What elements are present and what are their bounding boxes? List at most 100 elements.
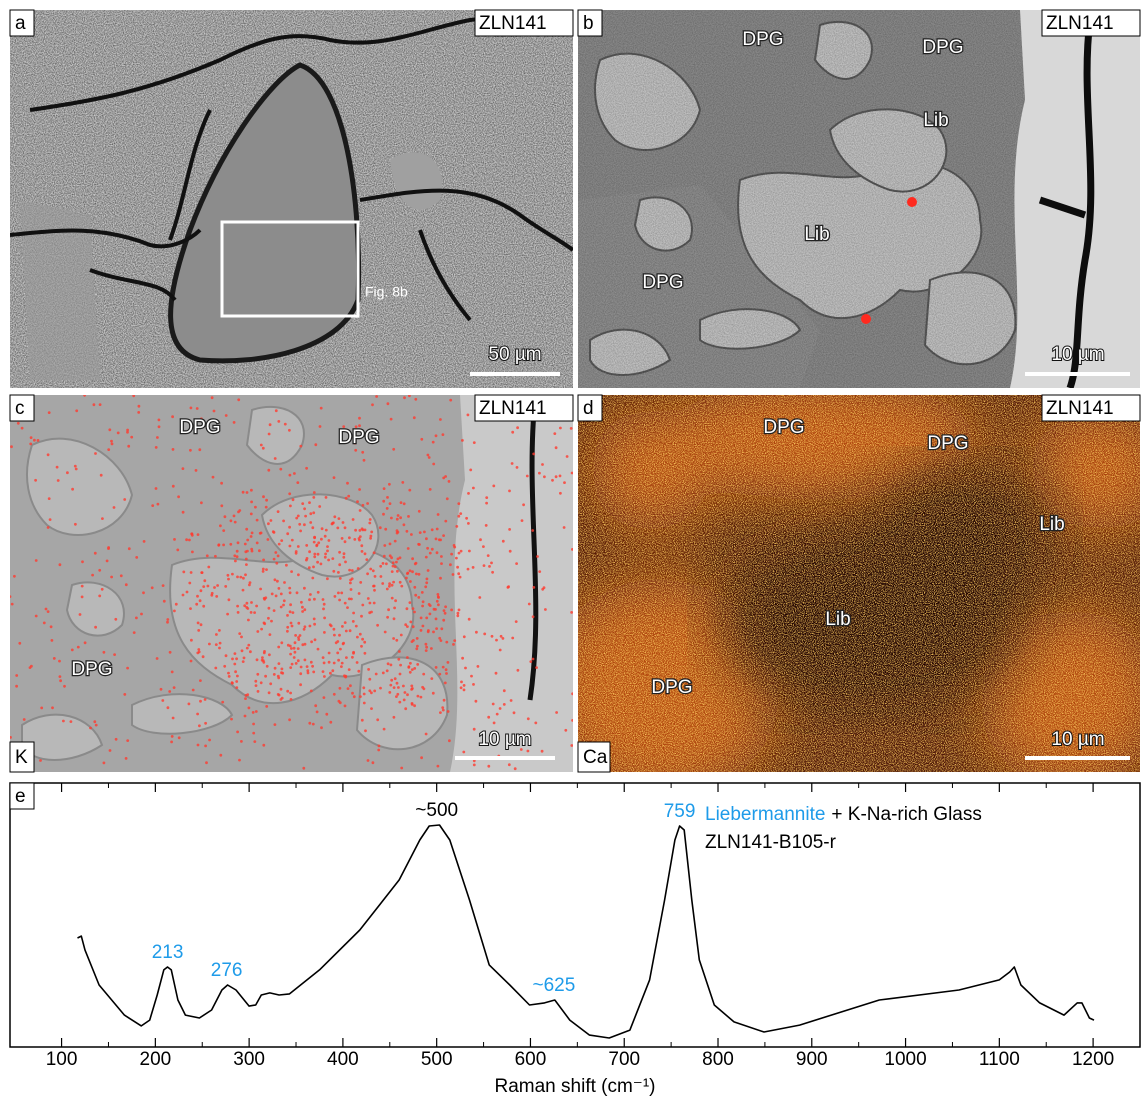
k-signal-dot [212,476,215,479]
k-signal-dot [288,492,291,495]
k-signal-dot [216,584,219,587]
peak-label: 759 [664,801,696,822]
k-signal-dot [387,402,390,405]
k-signal-dot [168,690,171,693]
k-signal-dot [286,626,289,629]
k-signal-dot [410,688,413,691]
k-signal-dot [288,587,291,590]
k-signal-dot [317,553,320,556]
k-signal-dot [227,574,230,577]
k-signal-dot [262,570,265,573]
k-signal-dot [399,516,402,519]
k-signal-dot [291,663,294,666]
k-signal-dot [436,528,439,531]
k-signal-dot [103,762,106,765]
sample-tag: ZLN141 [479,398,547,419]
scale-bar-label: 10 µm [478,729,531,750]
k-signal-dot [289,610,292,613]
k-signal-dot [308,598,311,601]
k-signal-dot [156,436,159,439]
k-signal-dot [445,668,448,671]
k-signal-dot [151,586,154,589]
region-label: DPG [642,272,683,293]
peak-label: 213 [152,942,184,963]
k-signal-dot [228,675,231,678]
k-signal-dot [262,568,265,571]
k-signal-dot [301,606,304,609]
k-signal-dot [416,645,419,648]
region-label: DPG [922,37,963,58]
k-signal-dot [440,639,443,642]
k-signal-dot [342,521,345,524]
k-signal-dot [45,608,48,611]
k-signal-dot [386,616,389,619]
k-signal-dot [515,620,518,623]
k-signal-dot [316,711,319,714]
k-signal-dot [214,555,217,558]
k-signal-dot [348,569,351,572]
k-signal-dot [296,481,299,484]
k-signal-dot [219,754,222,757]
k-signal-dot [220,482,223,485]
k-signal-dot [303,507,306,510]
k-signal-dot [340,592,343,595]
k-signal-dot [37,439,40,442]
k-signal-dot [347,687,350,690]
panel-letter: b [583,13,594,34]
k-signal-dot [303,523,306,526]
x-tick-label: 700 [608,1049,640,1070]
k-signal-dot [322,670,325,673]
k-signal-dot [531,529,534,532]
k-signal-dot [267,617,270,620]
k-signal-dot [425,649,428,652]
k-signal-dot [155,487,158,490]
k-signal-dot [397,514,400,517]
k-signal-dot [162,584,165,587]
k-signal-dot [440,555,443,558]
k-signal-dot [369,537,372,540]
k-signal-dot [256,630,259,633]
k-signal-dot [261,659,264,662]
k-signal-dot [376,718,379,721]
k-signal-dot [526,475,529,478]
k-signal-dot [430,677,433,680]
k-signal-dot [240,636,243,639]
panel-letter: c [15,398,25,419]
k-signal-dot [321,527,324,530]
k-signal-dot [202,655,205,658]
k-signal-dot [99,403,102,406]
k-signal-dot [294,641,297,644]
k-signal-dot [460,686,463,689]
k-signal-dot [143,540,146,543]
k-signal-dot [173,538,176,541]
k-signal-dot [350,598,353,601]
k-signal-dot [170,741,173,744]
k-signal-dot [571,472,574,475]
k-signal-dot [309,625,312,628]
k-signal-dot [366,502,369,505]
k-signal-dot [382,562,385,565]
sample-tag: ZLN141 [1046,13,1114,34]
k-signal-dot [218,647,221,650]
k-signal-dot [538,570,541,573]
panel-letter: e [15,786,26,807]
k-signal-dot [275,595,278,598]
k-signal-dot [420,617,423,620]
k-signal-dot [461,439,464,442]
k-signal-dot [511,637,514,640]
k-signal-dot [252,732,255,735]
k-signal-dot [107,547,110,550]
k-signal-dot [392,565,395,568]
k-signal-dot [268,433,271,436]
k-signal-dot [388,582,391,585]
k-signal-dot [420,629,423,632]
k-signal-dot [440,627,443,630]
k-signal-dot [379,526,382,529]
k-signal-dot [293,656,296,659]
k-signal-dot [289,545,292,548]
k-signal-dot [352,612,355,615]
k-signal-dot [297,545,300,548]
k-signal-dot [323,662,326,665]
k-signal-dot [354,449,357,452]
k-signal-dot [238,759,241,762]
